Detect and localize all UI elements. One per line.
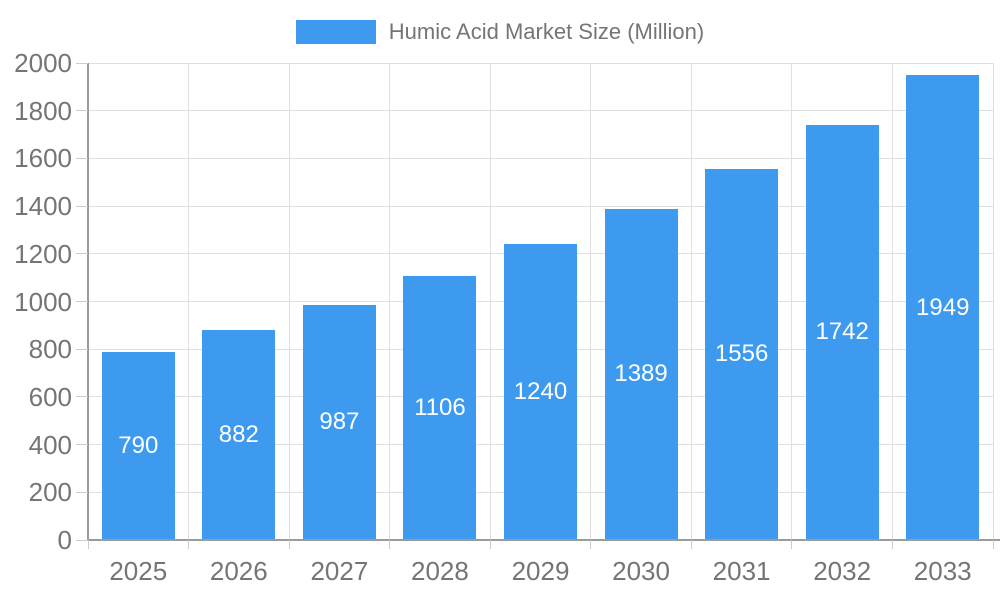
bar-value-label: 1389 bbox=[614, 360, 668, 388]
bar-value-label: 1556 bbox=[714, 340, 769, 368]
bar-value-label: 1742 bbox=[815, 318, 869, 346]
y-axis-tick bbox=[76, 253, 88, 255]
x-axis-label-2032: 2032 bbox=[813, 556, 872, 586]
legend-swatch-icon[interactable] bbox=[295, 20, 376, 44]
bar-value-label: 987 bbox=[319, 408, 360, 436]
bar-value-label: 1106 bbox=[414, 394, 466, 422]
y-axis-label: 1200 bbox=[14, 238, 72, 269]
gridline-horizontal bbox=[88, 205, 993, 207]
gridline-horizontal bbox=[88, 62, 993, 64]
bar-2032[interactable]: 1742 bbox=[805, 124, 879, 540]
gridline-vertical bbox=[791, 63, 793, 540]
gridline-vertical bbox=[489, 63, 491, 540]
x-axis-label-2028: 2028 bbox=[411, 556, 469, 586]
x-axis-label-2029: 2029 bbox=[511, 556, 570, 586]
gridline-vertical bbox=[891, 63, 893, 540]
bar-value-label: 1240 bbox=[513, 378, 568, 406]
y-axis-label: 1600 bbox=[14, 143, 72, 174]
y-axis-label: 0 bbox=[57, 525, 72, 555]
y-axis-label: 800 bbox=[28, 334, 72, 365]
y-axis-tick bbox=[76, 396, 88, 398]
y-axis-label: 200 bbox=[28, 477, 72, 508]
gridline-horizontal bbox=[88, 157, 993, 159]
x-axis-line bbox=[87, 539, 1000, 541]
y-axis-line bbox=[87, 63, 89, 540]
x-axis-tick bbox=[288, 540, 290, 549]
bar-2033[interactable]: 1949 bbox=[906, 75, 980, 540]
y-axis-tick bbox=[76, 62, 88, 64]
bar-2029[interactable]: 1240 bbox=[504, 244, 577, 540]
x-axis-tick bbox=[590, 540, 592, 549]
y-axis-tick bbox=[76, 444, 88, 446]
x-axis-tick bbox=[992, 540, 994, 549]
bar-2025[interactable]: 790 bbox=[101, 351, 175, 540]
x-axis-tick bbox=[791, 540, 793, 549]
x-axis-tick bbox=[87, 540, 89, 549]
y-axis-label: 2000 bbox=[14, 48, 72, 78]
x-axis-tick bbox=[389, 540, 391, 549]
x-axis-label-2031: 2031 bbox=[712, 556, 771, 586]
y-axis-label: 1800 bbox=[14, 95, 72, 126]
y-axis-label: 600 bbox=[28, 381, 72, 412]
gridline-vertical bbox=[288, 63, 290, 540]
x-axis-label-2027: 2027 bbox=[310, 556, 369, 586]
bar-2028[interactable]: 1106 bbox=[403, 276, 477, 540]
bar-2027[interactable]: 987 bbox=[302, 304, 376, 540]
bar-2031[interactable]: 1556 bbox=[705, 168, 779, 540]
x-axis-tick bbox=[489, 540, 491, 549]
bar-2030[interactable]: 1389 bbox=[604, 208, 678, 540]
x-axis-label-2030: 2030 bbox=[612, 556, 670, 586]
chart-legend[interactable]: Humic Acid Market Size (Million) bbox=[0, 19, 1000, 45]
y-axis-label: 1400 bbox=[14, 191, 72, 222]
bar-value-label: 1949 bbox=[916, 293, 970, 321]
y-axis-tick bbox=[76, 301, 88, 302]
gridline-vertical bbox=[992, 63, 994, 540]
y-axis-tick bbox=[76, 539, 88, 541]
gridline-vertical bbox=[690, 63, 692, 540]
plot-area: 790 882 987 1106 1240 1389 1556 1742 1949 bbox=[88, 62, 994, 540]
bar-value-label: 790 bbox=[118, 431, 159, 459]
legend-label: Humic Acid Market Size (Million) bbox=[388, 19, 705, 44]
y-axis-tick bbox=[76, 110, 88, 112]
gridline-vertical bbox=[188, 63, 190, 540]
bar-2026[interactable]: 882 bbox=[202, 329, 276, 540]
bar-value-label: 882 bbox=[218, 420, 259, 448]
x-axis-label-2025: 2025 bbox=[109, 556, 168, 586]
y-axis-tick bbox=[76, 491, 88, 493]
x-axis-label-2033: 2033 bbox=[913, 556, 972, 586]
y-axis-label: 1000 bbox=[14, 286, 72, 317]
x-axis-tick bbox=[690, 540, 692, 549]
gridline-vertical bbox=[389, 63, 391, 540]
y-axis-tick bbox=[76, 205, 88, 207]
x-axis-label-2026: 2026 bbox=[209, 556, 268, 586]
x-axis-tick bbox=[188, 540, 190, 549]
y-axis-label: 400 bbox=[28, 429, 72, 460]
gridline-horizontal bbox=[88, 110, 993, 112]
gridline-vertical bbox=[590, 63, 592, 540]
x-axis-tick bbox=[891, 540, 893, 549]
y-axis-tick bbox=[76, 348, 88, 350]
y-axis-tick bbox=[76, 157, 88, 159]
